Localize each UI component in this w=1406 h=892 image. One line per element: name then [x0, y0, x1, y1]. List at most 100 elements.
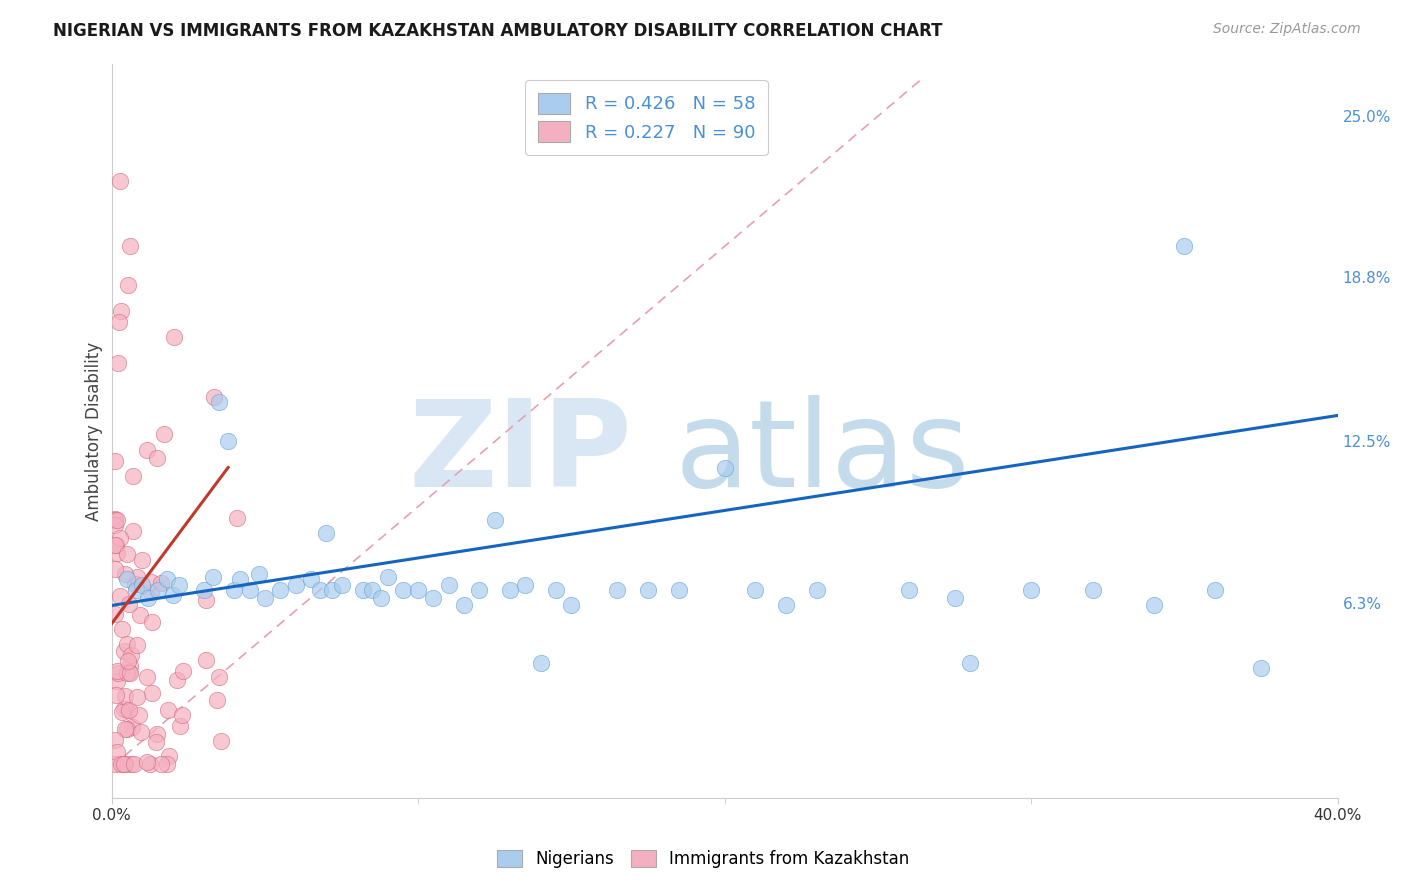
Point: [1204, 582, 1226, 597]
Point: [114, 757, 136, 772]
Point: [120, 757, 142, 772]
Point: [114, 566, 136, 581]
Point: [897, 582, 920, 597]
Point: [208, 670, 231, 684]
Point: [153, 426, 176, 441]
Point: [138, 757, 160, 772]
Point: [104, 757, 127, 772]
Point: [120, 648, 142, 662]
Point: [117, 702, 139, 716]
Point: [149, 757, 172, 772]
Point: [484, 512, 506, 526]
Point: [112, 644, 135, 658]
Point: [170, 707, 193, 722]
Point: [131, 577, 153, 591]
Point: [105, 513, 128, 527]
Point: [943, 591, 966, 605]
Point: [1143, 599, 1166, 613]
Point: [247, 567, 270, 582]
Point: [193, 582, 215, 597]
Point: [136, 670, 159, 684]
Point: [352, 582, 374, 597]
Point: [121, 524, 143, 538]
Point: [122, 757, 145, 772]
Point: [530, 656, 553, 670]
Point: [104, 513, 127, 527]
Point: [104, 518, 127, 533]
Point: [105, 688, 128, 702]
Point: [117, 278, 139, 293]
Point: [136, 755, 159, 769]
Point: [115, 666, 138, 681]
Point: [775, 599, 797, 613]
Point: [225, 511, 247, 525]
Point: [194, 593, 217, 607]
Point: [606, 582, 628, 597]
Point: [172, 664, 194, 678]
Point: [253, 591, 276, 605]
Point: [284, 577, 307, 591]
Point: [105, 546, 128, 560]
Point: [105, 538, 128, 552]
Point: [104, 733, 127, 747]
Point: [104, 607, 127, 621]
Legend: R = 0.426   N = 58, R = 0.227   N = 90: R = 0.426 N = 58, R = 0.227 N = 90: [526, 80, 768, 154]
Point: [108, 531, 131, 545]
Point: [959, 656, 981, 670]
Point: [139, 574, 162, 589]
Point: [125, 582, 148, 597]
Point: [330, 577, 353, 591]
Point: [125, 570, 148, 584]
Point: [107, 665, 129, 680]
Point: [208, 395, 231, 409]
Point: [162, 588, 184, 602]
Point: [806, 582, 828, 597]
Point: [156, 573, 179, 587]
Point: [315, 525, 337, 540]
Point: [239, 582, 262, 597]
Point: [468, 582, 491, 597]
Point: [1081, 582, 1104, 597]
Point: [166, 673, 188, 688]
Point: [744, 582, 766, 597]
Point: [124, 576, 146, 591]
Point: [141, 686, 163, 700]
Point: [131, 553, 153, 567]
Point: [111, 622, 134, 636]
Point: [169, 719, 191, 733]
Point: [560, 599, 582, 613]
Point: [309, 582, 332, 597]
Point: [117, 654, 139, 668]
Point: [111, 705, 134, 719]
Point: [437, 577, 460, 591]
Point: [104, 454, 127, 468]
Point: [156, 757, 179, 772]
Point: [299, 573, 322, 587]
Y-axis label: Ambulatory Disability: Ambulatory Disability: [86, 342, 103, 521]
Point: [217, 434, 239, 449]
Point: [107, 356, 129, 370]
Legend: Nigerians, Immigrants from Kazakhstan: Nigerians, Immigrants from Kazakhstan: [491, 843, 915, 875]
Point: [110, 174, 132, 188]
Point: [115, 547, 138, 561]
Point: [128, 608, 150, 623]
Point: [205, 692, 228, 706]
Point: [105, 745, 128, 759]
Point: [201, 570, 224, 584]
Point: [121, 720, 143, 734]
Point: [194, 653, 217, 667]
Point: [668, 582, 690, 597]
Point: [637, 582, 659, 597]
Point: [112, 756, 135, 771]
Point: [107, 665, 129, 679]
Point: [224, 582, 246, 597]
Point: [499, 582, 522, 597]
Point: [167, 577, 190, 591]
Point: [118, 239, 141, 253]
Point: [713, 460, 735, 475]
Point: [118, 597, 141, 611]
Point: [515, 577, 537, 591]
Point: [114, 723, 136, 737]
Text: Source: ZipAtlas.com: Source: ZipAtlas.com: [1213, 22, 1361, 37]
Point: [125, 638, 148, 652]
